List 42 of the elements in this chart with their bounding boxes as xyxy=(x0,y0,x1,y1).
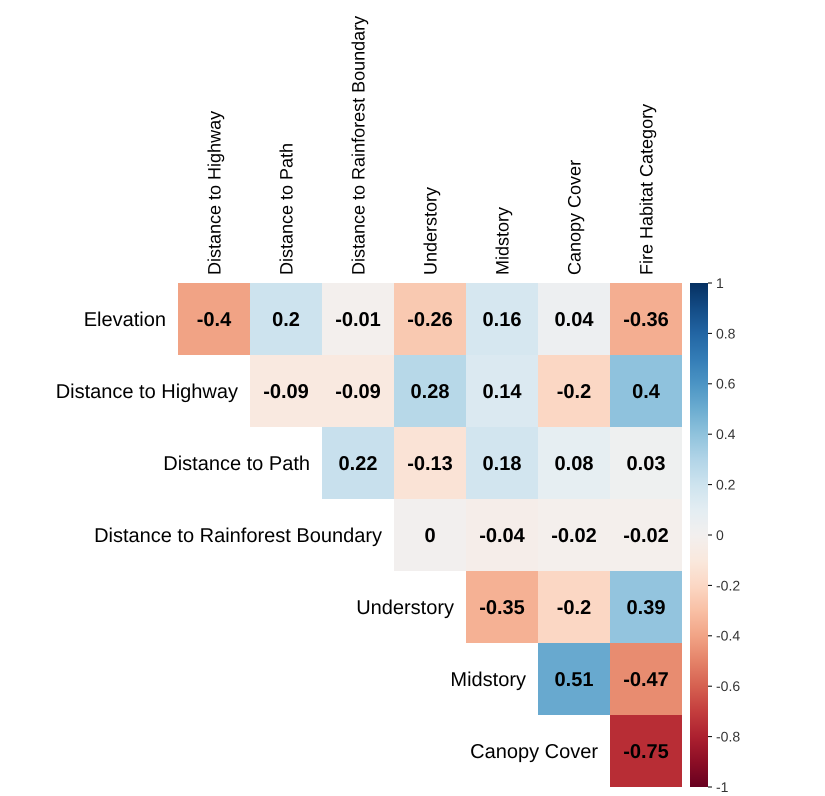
data-label: -0.35 xyxy=(479,597,525,619)
color-bar-label: 0.2 xyxy=(716,476,736,492)
data-label: 0.03 xyxy=(626,453,666,475)
data-label: 0.04 xyxy=(554,309,594,331)
color-bar-label: -0.4 xyxy=(716,628,740,644)
data-label: -0.26 xyxy=(407,309,453,331)
data-label: -0.09 xyxy=(263,381,309,403)
data-label: 0.14 xyxy=(482,381,522,403)
data-label: 0.4 xyxy=(632,381,661,403)
color-bar-label: 1 xyxy=(716,274,724,291)
data-label: -0.02 xyxy=(623,525,669,547)
data-label: -0.2 xyxy=(556,381,592,403)
color-bar-label: -0.8 xyxy=(716,728,740,744)
data-label: -0.47 xyxy=(623,669,669,691)
data-label: -0.02 xyxy=(551,525,597,547)
data-label: -0.2 xyxy=(556,597,592,619)
data-label: 0.16 xyxy=(482,309,522,331)
color-bar-label: -1 xyxy=(716,778,729,795)
color-bar-label: -0.2 xyxy=(716,577,740,594)
color-bar-label: 0.4 xyxy=(716,426,736,442)
x-tick-label: Fire Habitat Category xyxy=(636,104,656,275)
data-label: 0 xyxy=(424,525,436,547)
color-bar-label: 0 xyxy=(716,526,724,543)
data-label: 0.08 xyxy=(554,453,594,475)
color-bar-label: -0.6 xyxy=(716,678,740,694)
data-label: -0.09 xyxy=(335,381,381,403)
data-label: 0.22 xyxy=(338,453,378,475)
data-label: -0.01 xyxy=(335,309,381,331)
data-label: -0.36 xyxy=(623,309,669,331)
data-label: 0.51 xyxy=(554,669,594,691)
color-bar-label: 0.8 xyxy=(716,325,736,342)
data-label: 0.39 xyxy=(626,597,666,619)
data-label: -0.04 xyxy=(479,525,526,547)
data-label: 0.18 xyxy=(482,453,522,475)
data-label: -0.4 xyxy=(196,309,232,331)
data-label: -0.75 xyxy=(623,741,669,763)
y-tick-label: Distance to Rainforest Boundary xyxy=(94,525,382,547)
color-bar-label: 0.6 xyxy=(716,376,736,392)
y-tick-label: Elevation xyxy=(84,309,166,331)
data-label: 0.28 xyxy=(410,381,450,403)
data-label: 0.2 xyxy=(272,309,300,331)
data-label: -0.13 xyxy=(407,453,453,475)
